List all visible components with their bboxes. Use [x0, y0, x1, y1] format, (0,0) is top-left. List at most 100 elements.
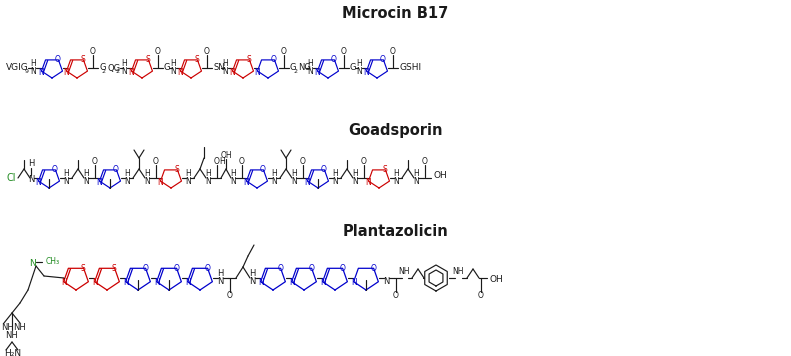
Text: O: O: [142, 264, 148, 273]
Text: O: O: [341, 47, 347, 56]
Text: NH: NH: [452, 267, 464, 277]
Text: G: G: [99, 63, 105, 73]
Text: OH: OH: [220, 152, 232, 161]
Text: N: N: [124, 177, 130, 185]
Text: N: N: [61, 278, 67, 287]
Text: H: H: [28, 159, 34, 168]
Text: SN: SN: [214, 63, 225, 73]
Text: GSHI: GSHI: [399, 63, 421, 73]
Text: O: O: [113, 166, 119, 174]
Text: NH: NH: [2, 324, 14, 333]
Text: NH: NH: [6, 331, 18, 340]
Text: N: N: [290, 278, 295, 287]
Text: 9: 9: [25, 69, 29, 74]
Text: N: N: [205, 177, 211, 185]
Text: O: O: [52, 166, 58, 174]
Text: O: O: [422, 157, 428, 166]
Text: QG: QG: [107, 63, 120, 73]
Text: N: N: [222, 67, 228, 75]
Text: H: H: [307, 59, 313, 68]
Text: O: O: [239, 157, 245, 166]
Text: S: S: [146, 56, 150, 64]
Text: O: O: [155, 47, 161, 56]
Text: H: H: [352, 169, 358, 178]
Text: S: S: [112, 264, 116, 273]
Text: H: H: [217, 268, 223, 277]
Text: N: N: [364, 68, 369, 77]
Text: S: S: [81, 56, 85, 64]
Text: N: N: [154, 278, 160, 287]
Text: H: H: [63, 169, 69, 178]
Text: Goadsporin: Goadsporin: [348, 124, 443, 138]
Text: O: O: [153, 157, 159, 166]
Text: N: N: [351, 278, 357, 287]
Text: N: N: [320, 278, 326, 287]
Text: N: N: [129, 68, 134, 77]
Text: N: N: [383, 277, 389, 287]
Text: N: N: [307, 67, 313, 75]
Text: N: N: [305, 178, 310, 187]
Text: N: N: [121, 67, 127, 75]
Text: H: H: [249, 268, 255, 277]
Text: N: N: [258, 278, 264, 287]
Text: N: N: [249, 277, 255, 287]
Text: O: O: [214, 157, 220, 166]
Text: O: O: [390, 47, 396, 56]
Text: S: S: [383, 166, 388, 174]
Text: H: H: [124, 169, 130, 178]
Text: N: N: [413, 177, 419, 185]
Text: N: N: [332, 177, 338, 185]
Text: H: H: [170, 59, 176, 68]
Text: O: O: [271, 56, 277, 64]
Text: O: O: [281, 47, 287, 56]
Text: N: N: [315, 68, 320, 77]
Text: N: N: [30, 67, 36, 75]
Text: S: S: [175, 166, 180, 174]
Text: OH: OH: [489, 276, 503, 284]
Text: N: N: [39, 68, 44, 77]
Text: 2: 2: [102, 69, 106, 74]
Text: O: O: [260, 166, 266, 174]
Text: N: N: [83, 177, 89, 185]
Text: O: O: [204, 47, 210, 56]
Text: H: H: [332, 169, 338, 178]
Text: Plantazolicin: Plantazolicin: [343, 224, 448, 239]
Text: OH: OH: [433, 172, 447, 180]
Text: H: H: [291, 169, 297, 178]
Text: N: N: [157, 178, 164, 187]
Text: N: N: [170, 67, 176, 75]
Text: O: O: [227, 292, 233, 300]
Text: O: O: [393, 292, 399, 300]
Text: H: H: [121, 59, 127, 68]
Text: H: H: [83, 169, 89, 178]
Text: N: N: [63, 177, 69, 185]
Text: O: O: [204, 264, 210, 273]
Text: G: G: [350, 63, 357, 73]
Text: Microcin B17: Microcin B17: [343, 5, 448, 21]
Text: N: N: [28, 260, 36, 268]
Text: H: H: [271, 169, 277, 178]
Text: N: N: [217, 277, 223, 287]
Text: N: N: [230, 177, 236, 185]
Text: 2: 2: [293, 69, 297, 74]
Text: N: N: [291, 177, 297, 185]
Text: O: O: [478, 292, 484, 300]
Text: N: N: [229, 68, 236, 77]
Text: G: G: [164, 63, 171, 73]
Text: 2: 2: [115, 69, 119, 74]
Text: N: N: [255, 68, 260, 77]
Text: O: O: [380, 56, 386, 64]
Text: H: H: [393, 169, 399, 178]
Text: N: N: [36, 178, 41, 187]
Text: VGIG: VGIG: [6, 63, 28, 72]
Text: O: O: [339, 264, 345, 273]
Text: H: H: [356, 59, 361, 68]
Text: N: N: [178, 68, 184, 77]
Text: O: O: [92, 157, 98, 166]
Text: N: N: [97, 178, 102, 187]
Text: NH: NH: [398, 267, 410, 277]
Text: CH₃: CH₃: [46, 257, 60, 267]
Text: N: N: [356, 67, 361, 75]
Text: O: O: [321, 166, 327, 174]
Text: O: O: [300, 157, 306, 166]
